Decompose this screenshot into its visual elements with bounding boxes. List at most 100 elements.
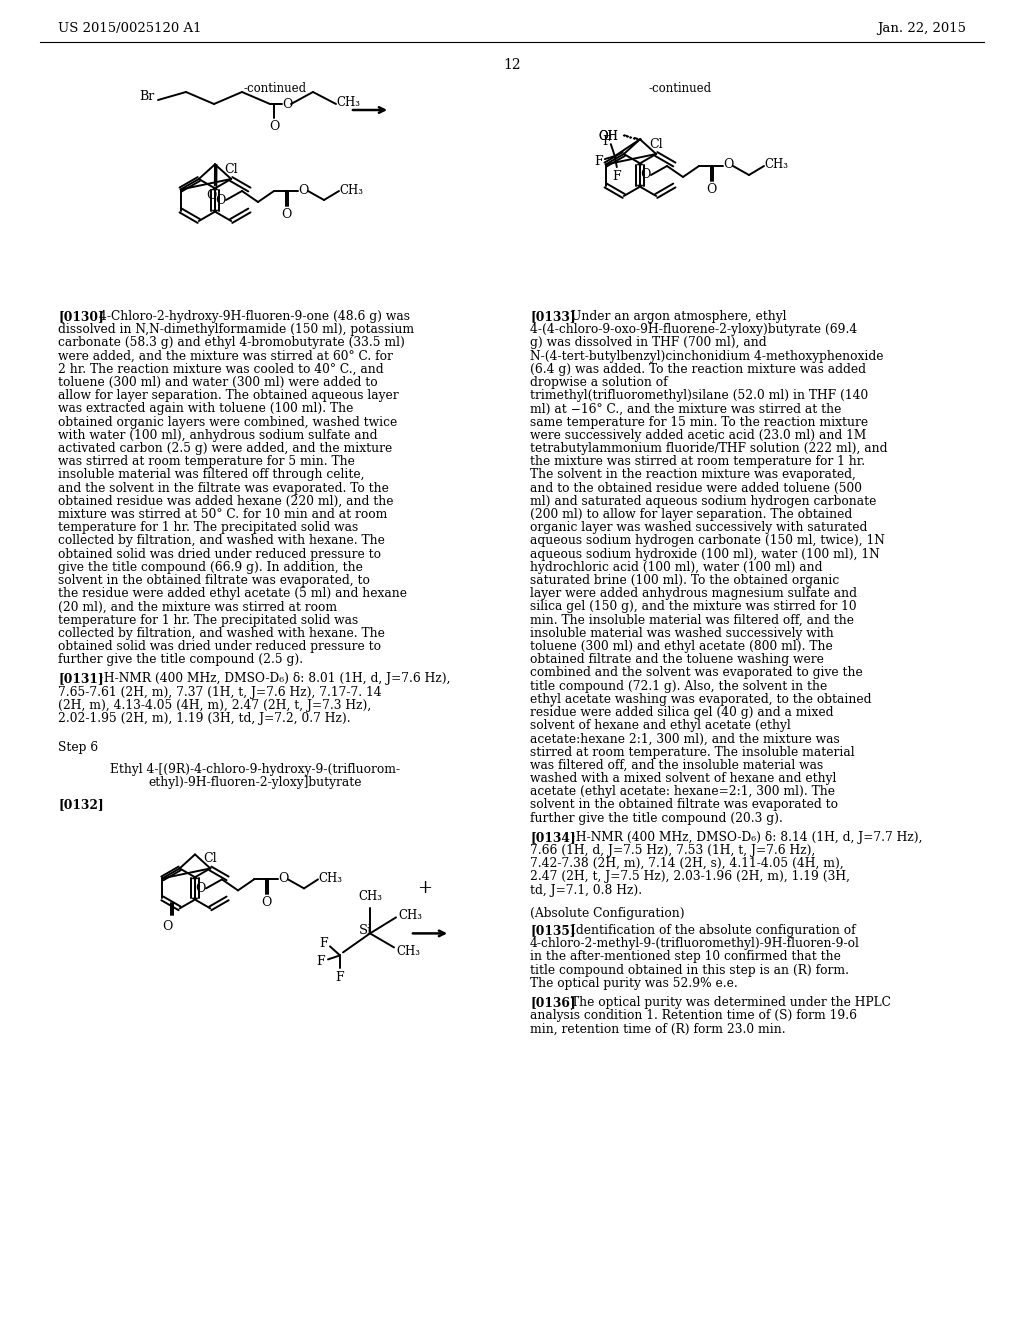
Text: OH: OH (598, 129, 618, 143)
Text: carbonate (58.3 g) and ethyl 4-bromobutyrate (33.5 ml): carbonate (58.3 g) and ethyl 4-bromobuty… (58, 337, 404, 350)
Text: CH₃: CH₃ (318, 873, 342, 884)
Text: analysis condition 1. Retention time of (S) form 19.6: analysis condition 1. Retention time of … (530, 1010, 857, 1022)
Text: the mixture was stirred at room temperature for 1 hr.: the mixture was stirred at room temperat… (530, 455, 865, 469)
Text: hydrochloric acid (100 ml), water (100 ml) and: hydrochloric acid (100 ml), water (100 m… (530, 561, 822, 574)
Text: silica gel (150 g), and the mixture was stirred for 10: silica gel (150 g), and the mixture was … (530, 601, 857, 614)
Text: (200 ml) to allow for layer separation. The obtained: (200 ml) to allow for layer separation. … (530, 508, 852, 521)
Text: [0131]: [0131] (58, 672, 103, 685)
Text: combined and the solvent was evaporated to give the: combined and the solvent was evaporated … (530, 667, 863, 680)
Text: 2.02-1.95 (2H, m), 1.19 (3H, td, J=7.2, 0.7 Hz).: 2.02-1.95 (2H, m), 1.19 (3H, td, J=7.2, … (58, 711, 350, 725)
Text: O: O (640, 169, 650, 181)
Text: ml) and saturated aqueous sodium hydrogen carbonate: ml) and saturated aqueous sodium hydroge… (530, 495, 877, 508)
Text: F: F (336, 972, 344, 985)
Text: and to the obtained residue were added toluene (500: and to the obtained residue were added t… (530, 482, 862, 495)
Text: min, retention time of (R) form 23.0 min.: min, retention time of (R) form 23.0 min… (530, 1023, 785, 1035)
Text: toluene (300 ml) and ethyl acetate (800 ml). The: toluene (300 ml) and ethyl acetate (800 … (530, 640, 833, 653)
Text: The optical purity was determined under the HPLC: The optical purity was determined under … (571, 997, 891, 1008)
Text: (6.4 g) was added. To the reaction mixture was added: (6.4 g) was added. To the reaction mixtu… (530, 363, 866, 376)
Text: Cl: Cl (224, 162, 238, 176)
Text: layer were added anhydrous magnesium sulfate and: layer were added anhydrous magnesium sul… (530, 587, 857, 601)
Text: organic layer was washed successively with saturated: organic layer was washed successively wi… (530, 521, 867, 535)
Text: activated carbon (2.5 g) were added, and the mixture: activated carbon (2.5 g) were added, and… (58, 442, 392, 455)
Text: solvent in the obtained filtrate was evaporated to: solvent in the obtained filtrate was eva… (530, 799, 838, 812)
Text: The solvent in the reaction mixture was evaporated,: The solvent in the reaction mixture was … (530, 469, 856, 482)
Text: was stirred at room temperature for 5 min. The: was stirred at room temperature for 5 mi… (58, 455, 355, 469)
Text: trimethyl(trifluoromethyl)silane (52.0 ml) in THF (140: trimethyl(trifluoromethyl)silane (52.0 m… (530, 389, 868, 403)
Text: N-(4-tert-butylbenzyl)cinchonidium 4-methoxyphenoxide: N-(4-tert-butylbenzyl)cinchonidium 4-met… (530, 350, 884, 363)
Text: Under an argon atmosphere, ethyl: Under an argon atmosphere, ethyl (571, 310, 786, 323)
Text: obtained organic layers were combined, washed twice: obtained organic layers were combined, w… (58, 416, 397, 429)
Text: Si: Si (358, 924, 372, 937)
Text: 12: 12 (503, 58, 521, 73)
Text: 4-(4-chloro-9-oxo-9H-fluorene-2-yloxy)butyrate (69.4: 4-(4-chloro-9-oxo-9H-fluorene-2-yloxy)bu… (530, 323, 857, 337)
Text: ¹H-NMR (400 MHz, DMSO-D₆) δ: 8.01 (1H, d, J=7.6 Hz),: ¹H-NMR (400 MHz, DMSO-D₆) δ: 8.01 (1H, d… (99, 672, 451, 685)
Text: 7.66 (1H, d, J=7.5 Hz), 7.53 (1H, t, J=7.6 Hz),: 7.66 (1H, d, J=7.5 Hz), 7.53 (1H, t, J=7… (530, 843, 815, 857)
Text: further give the title compound (20.3 g).: further give the title compound (20.3 g)… (530, 812, 783, 825)
Text: title compound obtained in this step is an (R) form.: title compound obtained in this step is … (530, 964, 849, 977)
Text: F: F (602, 135, 610, 148)
Text: CH₃: CH₃ (398, 909, 422, 921)
Text: same temperature for 15 min. To the reaction mixture: same temperature for 15 min. To the reac… (530, 416, 868, 429)
Text: mixture was stirred at 50° C. for 10 min and at room: mixture was stirred at 50° C. for 10 min… (58, 508, 387, 521)
Text: CH₃: CH₃ (336, 96, 360, 110)
Text: Identification of the absolute configuration of: Identification of the absolute configura… (571, 924, 856, 937)
Text: collected by filtration, and washed with hexane. The: collected by filtration, and washed with… (58, 627, 385, 640)
Text: [0130]: [0130] (58, 310, 103, 323)
Text: [0132]: [0132] (58, 799, 103, 812)
Text: 4-chloro-2-methyl-9-(trifluoromethyl)-9H-fluoren-9-ol: 4-chloro-2-methyl-9-(trifluoromethyl)-9H… (530, 937, 860, 950)
Text: ethyl acetate washing was evaporated, to the obtained: ethyl acetate washing was evaporated, to… (530, 693, 871, 706)
Text: td, J=7.1, 0.8 Hz).: td, J=7.1, 0.8 Hz). (530, 883, 642, 896)
Text: Br: Br (139, 91, 155, 103)
Text: allow for layer separation. The obtained aqueous layer: allow for layer separation. The obtained… (58, 389, 398, 403)
Text: residue were added silica gel (40 g) and a mixed: residue were added silica gel (40 g) and… (530, 706, 834, 719)
Text: 7.65-7.61 (2H, m), 7.37 (1H, t, J=7.6 Hz), 7.17-7. 14: 7.65-7.61 (2H, m), 7.37 (1H, t, J=7.6 Hz… (58, 685, 382, 698)
Text: with water (100 ml), anhydrous sodium sulfate and: with water (100 ml), anhydrous sodium su… (58, 429, 378, 442)
Text: O: O (207, 189, 217, 202)
Text: 4-Chloro-2-hydroxy-9H-fluoren-9-one (48.6 g) was: 4-Chloro-2-hydroxy-9H-fluoren-9-one (48.… (99, 310, 410, 323)
Text: dropwise a solution of: dropwise a solution of (530, 376, 668, 389)
Text: O: O (298, 183, 308, 197)
Text: +: + (418, 879, 432, 898)
Text: obtained residue was added hexane (220 ml), and the: obtained residue was added hexane (220 m… (58, 495, 393, 508)
Text: Ethyl 4-[(9R)-4-chloro-9-hydroxy-9-(trifluorom-: Ethyl 4-[(9R)-4-chloro-9-hydroxy-9-(trif… (110, 763, 400, 776)
Text: Cl: Cl (204, 853, 217, 866)
Text: CH₃: CH₃ (339, 183, 362, 197)
Text: further give the title compound (2.5 g).: further give the title compound (2.5 g). (58, 653, 303, 667)
Text: was filtered off, and the insoluble material was: was filtered off, and the insoluble mate… (530, 759, 823, 772)
Text: ml) at −16° C., and the mixture was stirred at the: ml) at −16° C., and the mixture was stir… (530, 403, 842, 416)
Text: ethyl)-9H-fluoren-2-yloxy]butyrate: ethyl)-9H-fluoren-2-yloxy]butyrate (148, 776, 361, 789)
Text: ¹H-NMR (400 MHz, DMSO-D₆) δ: 8.14 (1H, d, J=7.7 Hz),: ¹H-NMR (400 MHz, DMSO-D₆) δ: 8.14 (1H, d… (571, 830, 923, 843)
Text: (20 ml), and the mixture was stirred at room: (20 ml), and the mixture was stirred at … (58, 601, 337, 614)
Text: Cl: Cl (649, 139, 663, 150)
Text: [0134]: [0134] (530, 830, 575, 843)
Text: O: O (269, 120, 280, 133)
Text: O: O (281, 209, 291, 220)
Text: obtained filtrate and the toluene washing were: obtained filtrate and the toluene washin… (530, 653, 824, 667)
Text: US 2015/0025120 A1: US 2015/0025120 A1 (58, 22, 202, 36)
Text: and the solvent in the filtrate was evaporated. To the: and the solvent in the filtrate was evap… (58, 482, 389, 495)
Text: O: O (261, 896, 271, 909)
Text: temperature for 1 hr. The precipitated solid was: temperature for 1 hr. The precipitated s… (58, 521, 358, 535)
Text: O: O (706, 183, 716, 195)
Text: Step 6: Step 6 (58, 742, 98, 754)
Text: CH₃: CH₃ (764, 158, 788, 172)
Text: obtained solid was dried under reduced pressure to: obtained solid was dried under reduced p… (58, 548, 381, 561)
Text: CH₃: CH₃ (396, 945, 420, 958)
Text: O: O (195, 882, 206, 895)
Text: insoluble material was filtered off through celite,: insoluble material was filtered off thro… (58, 469, 365, 482)
Text: washed with a mixed solvent of hexane and ethyl: washed with a mixed solvent of hexane an… (530, 772, 837, 785)
Text: [0136]: [0136] (530, 997, 575, 1008)
Text: aqueous sodium hydroxide (100 ml), water (100 ml), 1N: aqueous sodium hydroxide (100 ml), water… (530, 548, 880, 561)
Text: F: F (594, 154, 603, 168)
Text: collected by filtration, and washed with hexane. The: collected by filtration, and washed with… (58, 535, 385, 548)
Text: O: O (723, 158, 733, 172)
Text: acetate (ethyl acetate: hexane=2:1, 300 ml). The: acetate (ethyl acetate: hexane=2:1, 300 … (530, 785, 835, 799)
Text: 7.42-7.38 (2H, m), 7.14 (2H, s), 4.11-4.05 (4H, m),: 7.42-7.38 (2H, m), 7.14 (2H, s), 4.11-4.… (530, 857, 844, 870)
Text: aqueous sodium hydrogen carbonate (150 ml, twice), 1N: aqueous sodium hydrogen carbonate (150 m… (530, 535, 885, 548)
Text: were added, and the mixture was stirred at 60° C. for: were added, and the mixture was stirred … (58, 350, 393, 363)
Text: O: O (215, 194, 225, 206)
Text: stirred at room temperature. The insoluble material: stirred at room temperature. The insolub… (530, 746, 855, 759)
Text: Jan. 22, 2015: Jan. 22, 2015 (877, 22, 966, 36)
Text: min. The insoluble material was filtered off, and the: min. The insoluble material was filtered… (530, 614, 854, 627)
Text: acetate:hexane 2:1, 300 ml), and the mixture was: acetate:hexane 2:1, 300 ml), and the mix… (530, 733, 840, 746)
